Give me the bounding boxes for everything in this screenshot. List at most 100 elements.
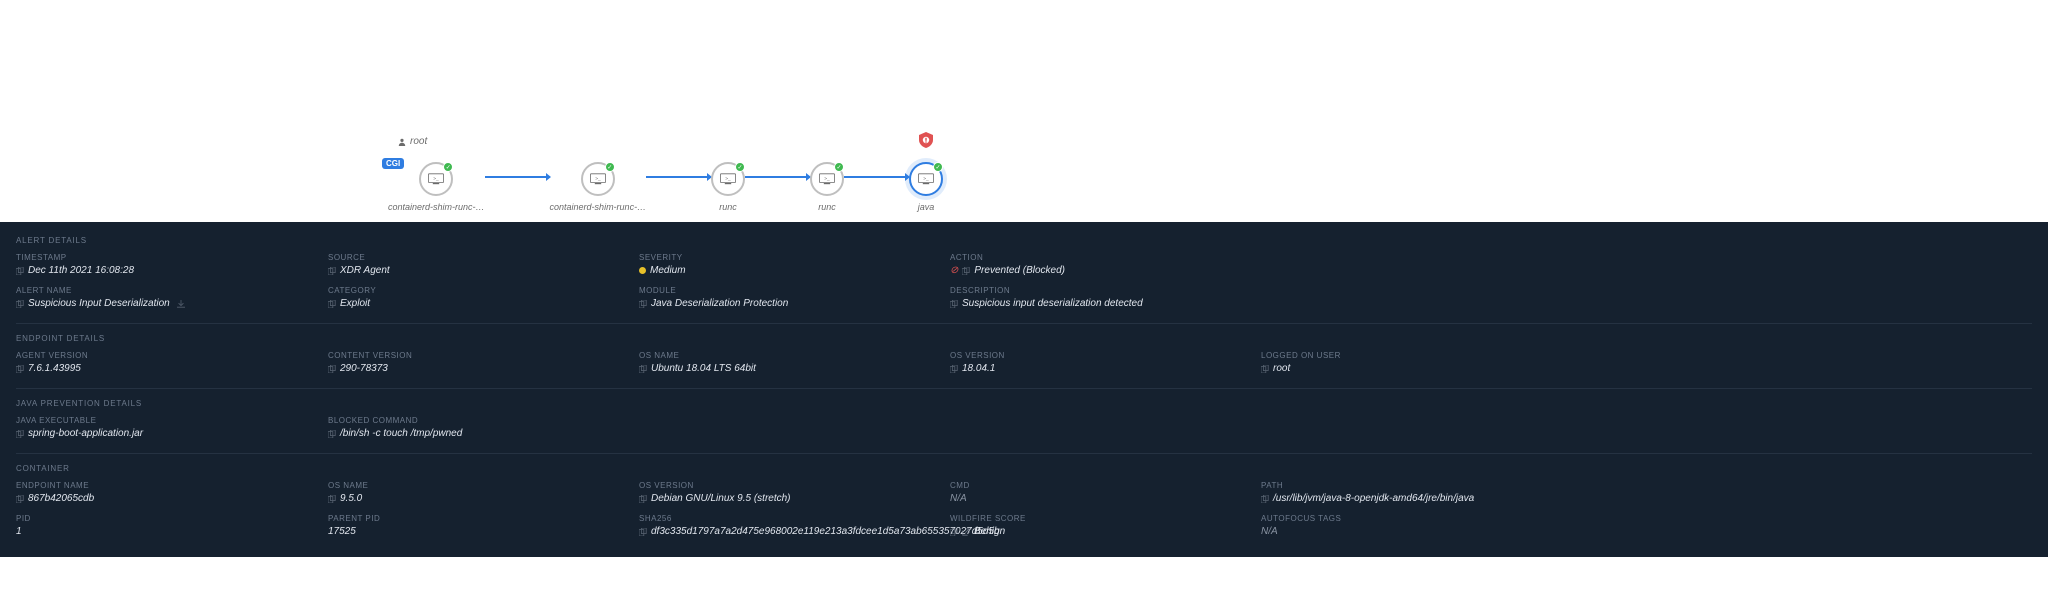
field-value: /bin/sh -c touch /tmp/pwned bbox=[328, 428, 2032, 439]
field-label: OS VERSION bbox=[639, 481, 930, 490]
copy-icon[interactable] bbox=[950, 365, 958, 373]
process-node-label: runc bbox=[818, 202, 836, 212]
alert-details-section: ALERT DETAILS TIMESTAMP Dec 11th 2021 16… bbox=[16, 236, 2032, 324]
process-node[interactable]: >_ ✓ java bbox=[909, 162, 943, 212]
copy-icon[interactable] bbox=[328, 267, 336, 275]
field-label: CONTENT VERSION bbox=[328, 351, 619, 360]
process-node[interactable]: >_ ✓ runc bbox=[810, 162, 844, 212]
copy-icon[interactable] bbox=[1261, 495, 1269, 503]
path-value: /usr/lib/jvm/java-8-openjdk-amd64/jre/bi… bbox=[1273, 493, 1474, 504]
process-node-circle: >_ ✓ bbox=[810, 162, 844, 196]
process-node-label: containerd-shim-runc-… bbox=[388, 202, 485, 212]
copy-icon[interactable] bbox=[16, 495, 24, 503]
field-description: DESCRIPTION Suspicious input deserializa… bbox=[950, 286, 2032, 309]
os-version-value: 18.04.1 bbox=[962, 363, 995, 374]
container-grid: ENDPOINT NAME 867b42065cdb OS NAME 9.5.0… bbox=[16, 481, 2032, 537]
field-label: CMD bbox=[950, 481, 1241, 490]
field-path: PATH /usr/lib/jvm/java-8-openjdk-amd64/j… bbox=[1261, 481, 2032, 504]
agent-version-value: 7.6.1.43995 bbox=[28, 363, 81, 374]
svg-text:>_: >_ bbox=[725, 176, 731, 182]
copy-icon[interactable] bbox=[639, 528, 647, 536]
copy-icon[interactable] bbox=[1261, 365, 1269, 373]
field-label: ENDPOINT NAME bbox=[16, 481, 308, 490]
details-panel: ALERT DETAILS TIMESTAMP Dec 11th 2021 16… bbox=[0, 222, 2048, 557]
source-value: XDR Agent bbox=[340, 265, 390, 276]
download-icon[interactable] bbox=[177, 300, 185, 308]
blocked-command-value: /bin/sh -c touch /tmp/pwned bbox=[340, 428, 462, 439]
content-version-value: 290-78373 bbox=[340, 363, 388, 374]
process-icon: >_ bbox=[428, 173, 444, 185]
field-value: 17525 bbox=[328, 526, 619, 537]
wildfire-value: Benign bbox=[974, 526, 1005, 537]
copy-icon[interactable] bbox=[950, 528, 958, 536]
copy-icon[interactable] bbox=[16, 300, 24, 308]
java-executable-value: spring-boot-application.jar bbox=[28, 428, 143, 439]
copy-icon[interactable] bbox=[328, 300, 336, 308]
field-parent-pid: PARENT PID 17525 bbox=[328, 514, 619, 537]
section-title: ENDPOINT DETAILS bbox=[16, 334, 2032, 343]
sha256-value: df3c335d1797a7a2d475e968002e119e213a3fdc… bbox=[651, 526, 1000, 537]
field-label: DESCRIPTION bbox=[950, 286, 2032, 295]
field-value: 1 bbox=[16, 526, 308, 537]
copy-icon[interactable] bbox=[328, 365, 336, 373]
field-value: spring-boot-application.jar bbox=[16, 428, 308, 439]
copy-icon[interactable] bbox=[16, 365, 24, 373]
field-container-os-version: OS VERSION Debian GNU/Linux 9.5 (stretch… bbox=[639, 481, 930, 504]
field-label: OS VERSION bbox=[950, 351, 1241, 360]
description-value: Suspicious input deserialization detecte… bbox=[962, 298, 1143, 309]
copy-icon[interactable] bbox=[639, 495, 647, 503]
category-value: Exploit bbox=[340, 298, 370, 309]
field-logged-on-user: LOGGED ON USER root bbox=[1261, 351, 2032, 374]
copy-icon[interactable] bbox=[16, 267, 24, 275]
parent-pid-value: 17525 bbox=[328, 526, 356, 537]
ok-badge-icon: ✓ bbox=[933, 162, 943, 172]
field-value: N/A bbox=[1261, 526, 2032, 537]
process-node[interactable]: >_ ✓ containerd-shim-runc-… bbox=[550, 162, 647, 212]
copy-icon[interactable] bbox=[639, 365, 647, 373]
field-value: /usr/lib/jvm/java-8-openjdk-amd64/jre/bi… bbox=[1261, 493, 2032, 504]
field-label: AUTOFOCUS TAGS bbox=[1261, 514, 2032, 523]
field-label: SOURCE bbox=[328, 253, 619, 262]
field-label: AGENT VERSION bbox=[16, 351, 308, 360]
field-java-executable: JAVA EXECUTABLE spring-boot-application.… bbox=[16, 416, 308, 439]
field-label: SEVERITY bbox=[639, 253, 930, 262]
process-icon: >_ bbox=[720, 173, 736, 185]
endpoint-name-value: 867b42065cdb bbox=[28, 493, 94, 504]
field-value: Debian GNU/Linux 9.5 (stretch) bbox=[639, 493, 930, 504]
field-content-version: CONTENT VERSION 290-78373 bbox=[328, 351, 619, 374]
copy-icon[interactable] bbox=[328, 495, 336, 503]
field-label: BLOCKED COMMAND bbox=[328, 416, 2032, 425]
process-chain-diagram: root CGI >_ ✓ containerd-shim-runc-… >_ … bbox=[0, 0, 2048, 222]
field-alert-name: ALERT NAME Suspicious Input Deserializat… bbox=[16, 286, 308, 309]
field-label: TIMESTAMP bbox=[16, 253, 308, 262]
svg-text:>_: >_ bbox=[923, 176, 929, 182]
field-value: Ubuntu 18.04 LTS 64bit bbox=[639, 363, 930, 374]
field-os-name: OS NAME Ubuntu 18.04 LTS 64bit bbox=[639, 351, 930, 374]
svg-text:>_: >_ bbox=[434, 176, 440, 182]
severity-medium-icon bbox=[639, 267, 646, 274]
process-node[interactable]: CGI >_ ✓ containerd-shim-runc-… bbox=[388, 162, 485, 212]
field-value: 7.6.1.43995 bbox=[16, 363, 308, 374]
field-label: PID bbox=[16, 514, 308, 523]
copy-icon[interactable] bbox=[962, 267, 970, 275]
pid-value: 1 bbox=[16, 526, 22, 537]
field-label: OS NAME bbox=[639, 351, 930, 360]
external-link-icon[interactable] bbox=[962, 528, 970, 536]
field-value: 18.04.1 bbox=[950, 363, 1241, 374]
endpoint-details-section: ENDPOINT DETAILS AGENT VERSION 7.6.1.439… bbox=[16, 334, 2032, 389]
section-title: JAVA PREVENTION DETAILS bbox=[16, 399, 2032, 408]
copy-icon[interactable] bbox=[639, 300, 647, 308]
java-prevention-grid: JAVA EXECUTABLE spring-boot-application.… bbox=[16, 416, 2032, 439]
process-node-label: runc bbox=[719, 202, 737, 212]
os-name-value: Ubuntu 18.04 LTS 64bit bbox=[651, 363, 756, 374]
field-container-os-name: OS NAME 9.5.0 bbox=[328, 481, 619, 504]
field-value: Suspicious input deserialization detecte… bbox=[950, 298, 2032, 309]
process-node[interactable]: >_ ✓ runc bbox=[711, 162, 745, 212]
copy-icon[interactable] bbox=[16, 430, 24, 438]
copy-icon[interactable] bbox=[950, 300, 958, 308]
process-node-circle: >_ ✓ bbox=[711, 162, 745, 196]
copy-icon[interactable] bbox=[328, 430, 336, 438]
chain-edge bbox=[485, 176, 550, 178]
diagram-user-name: root bbox=[410, 136, 427, 147]
process-node-circle: >_ ✓ bbox=[419, 162, 453, 196]
